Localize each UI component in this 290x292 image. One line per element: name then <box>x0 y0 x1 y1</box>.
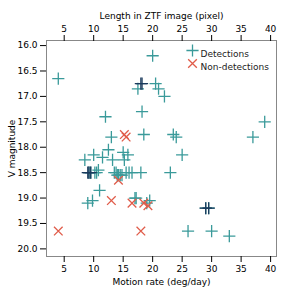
svg-text:25: 25 <box>176 24 187 34</box>
svg-text:18.5: 18.5 <box>17 168 37 178</box>
svg-text:35: 35 <box>235 264 246 274</box>
svg-text:5: 5 <box>61 264 67 274</box>
svg-text:20: 20 <box>147 24 159 34</box>
svg-text:40: 40 <box>265 264 277 274</box>
svg-text:5: 5 <box>61 24 67 34</box>
svg-text:40: 40 <box>265 24 277 34</box>
svg-text:30: 30 <box>206 24 218 34</box>
svg-text:19.5: 19.5 <box>17 218 37 228</box>
svg-text:20: 20 <box>147 264 159 274</box>
svg-text:30: 30 <box>206 264 218 274</box>
svg-text:18.0: 18.0 <box>17 142 37 152</box>
svg-text:V magnitude: V magnitude <box>7 119 17 177</box>
svg-text:17.0: 17.0 <box>17 91 37 101</box>
svg-text:19.0: 19.0 <box>17 193 37 203</box>
svg-text:10: 10 <box>88 24 100 34</box>
svg-text:35: 35 <box>235 24 246 34</box>
svg-text:Detections: Detections <box>201 49 250 59</box>
svg-text:15: 15 <box>117 264 128 274</box>
svg-text:16.0: 16.0 <box>17 40 37 50</box>
svg-text:Motion rate (deg/day): Motion rate (deg/day) <box>112 277 210 287</box>
svg-text:17.5: 17.5 <box>17 117 37 127</box>
svg-text:16.5: 16.5 <box>17 66 37 76</box>
svg-text:Non-detections: Non-detections <box>201 62 270 72</box>
svg-text:25: 25 <box>176 264 187 274</box>
svg-text:15: 15 <box>117 24 128 34</box>
svg-text:Length in ZTF image (pixel): Length in ZTF image (pixel) <box>100 11 224 21</box>
svg-text:10: 10 <box>88 264 100 274</box>
svg-text:20.0: 20.0 <box>17 244 37 254</box>
